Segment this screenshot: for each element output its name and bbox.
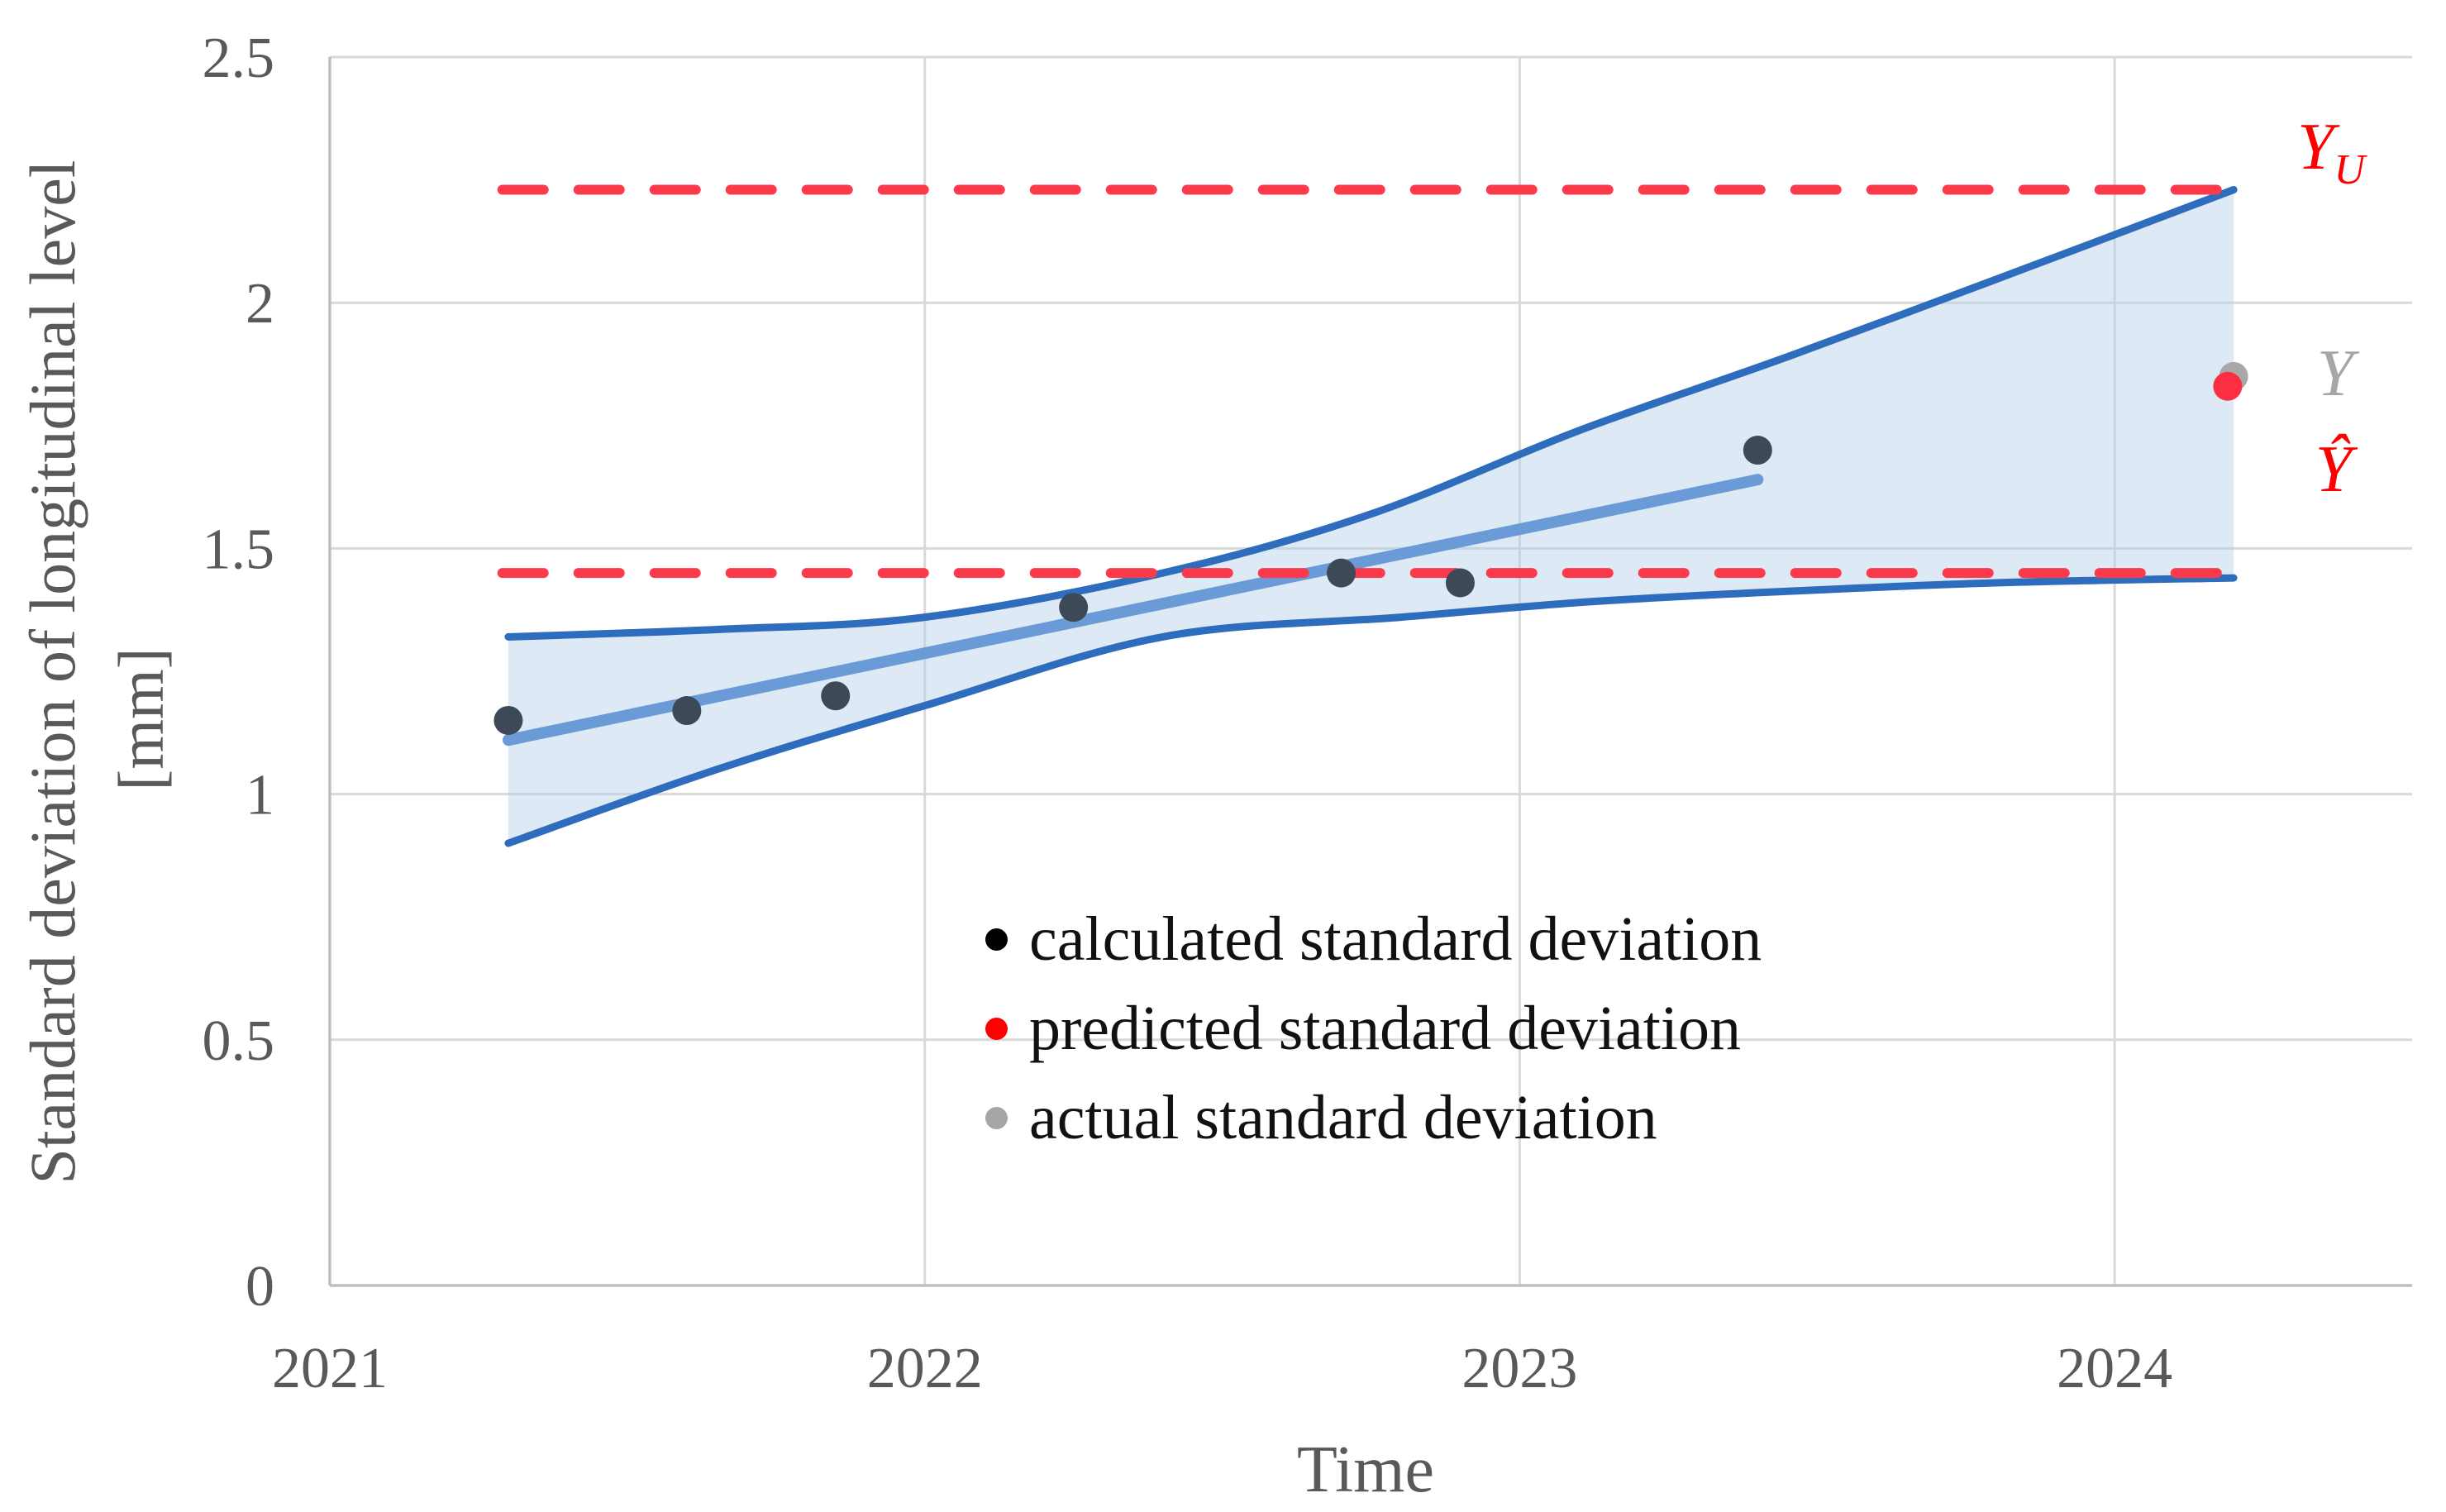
legend-item-predicted: predicted standard deviation [985, 984, 1762, 1073]
annotation-yu-main: Y [2296, 111, 2334, 184]
legend-item-calculated: calculated standard deviation [985, 894, 1762, 984]
legend: calculated standard deviation predicted … [985, 894, 1762, 1162]
legend-label-actual: actual standard deviation [1029, 1083, 1657, 1152]
y-tick-label-0.5: 0.5 [203, 1009, 275, 1073]
lower-confidence-line [504, 574, 2238, 847]
x-tick-label-2023: 2023 [1461, 1337, 1577, 1400]
legend-marker-calculated-icon [985, 928, 1008, 951]
y-tick-label-2: 2 [246, 272, 274, 336]
y-axis-title: Standard deviation of longitudinal level [17, 160, 88, 1185]
legend-label-predicted: predicted standard deviation [1029, 994, 1742, 1063]
point-calculated-1 [672, 696, 702, 726]
y-tick-label-2.5: 2.5 [203, 26, 275, 90]
x-tick-label-2022: 2022 [867, 1337, 983, 1400]
point-calculated-3 [1059, 593, 1089, 622]
point-calculated-2 [821, 681, 851, 711]
point-predicted-0 [2213, 371, 2243, 401]
annotation-actual-label: Y [2316, 337, 2354, 410]
legend-marker-actual-icon [985, 1106, 1008, 1129]
point-calculated-6 [1743, 436, 1772, 465]
x-tick-label-2024: 2024 [2057, 1337, 2172, 1400]
annotation-yu-sub: U [2334, 146, 2366, 193]
point-calculated-0 [493, 705, 523, 735]
y-tick-label-0: 0 [246, 1255, 274, 1319]
point-calculated-4 [1327, 558, 1357, 588]
upper-confidence-line [504, 185, 2238, 641]
legend-item-actual: actual standard deviation [985, 1073, 1762, 1162]
annotation-predicted-label: Ŷ [2315, 433, 2353, 506]
y-axis-unit: [mm] [105, 647, 177, 791]
y-tick-label-1: 1 [246, 764, 274, 828]
x-axis-title: Time [1296, 1433, 1434, 1506]
x-tick-label-2021: 2021 [272, 1337, 388, 1400]
annotation-upper-limit-label: YU [2257, 114, 2405, 192]
legend-label-calculated: calculated standard deviation [1029, 904, 1762, 974]
trend-line [502, 474, 1764, 746]
legend-marker-predicted-icon [985, 1017, 1008, 1040]
point-calculated-5 [1445, 568, 1475, 598]
y-tick-label-1.5: 1.5 [203, 518, 275, 581]
